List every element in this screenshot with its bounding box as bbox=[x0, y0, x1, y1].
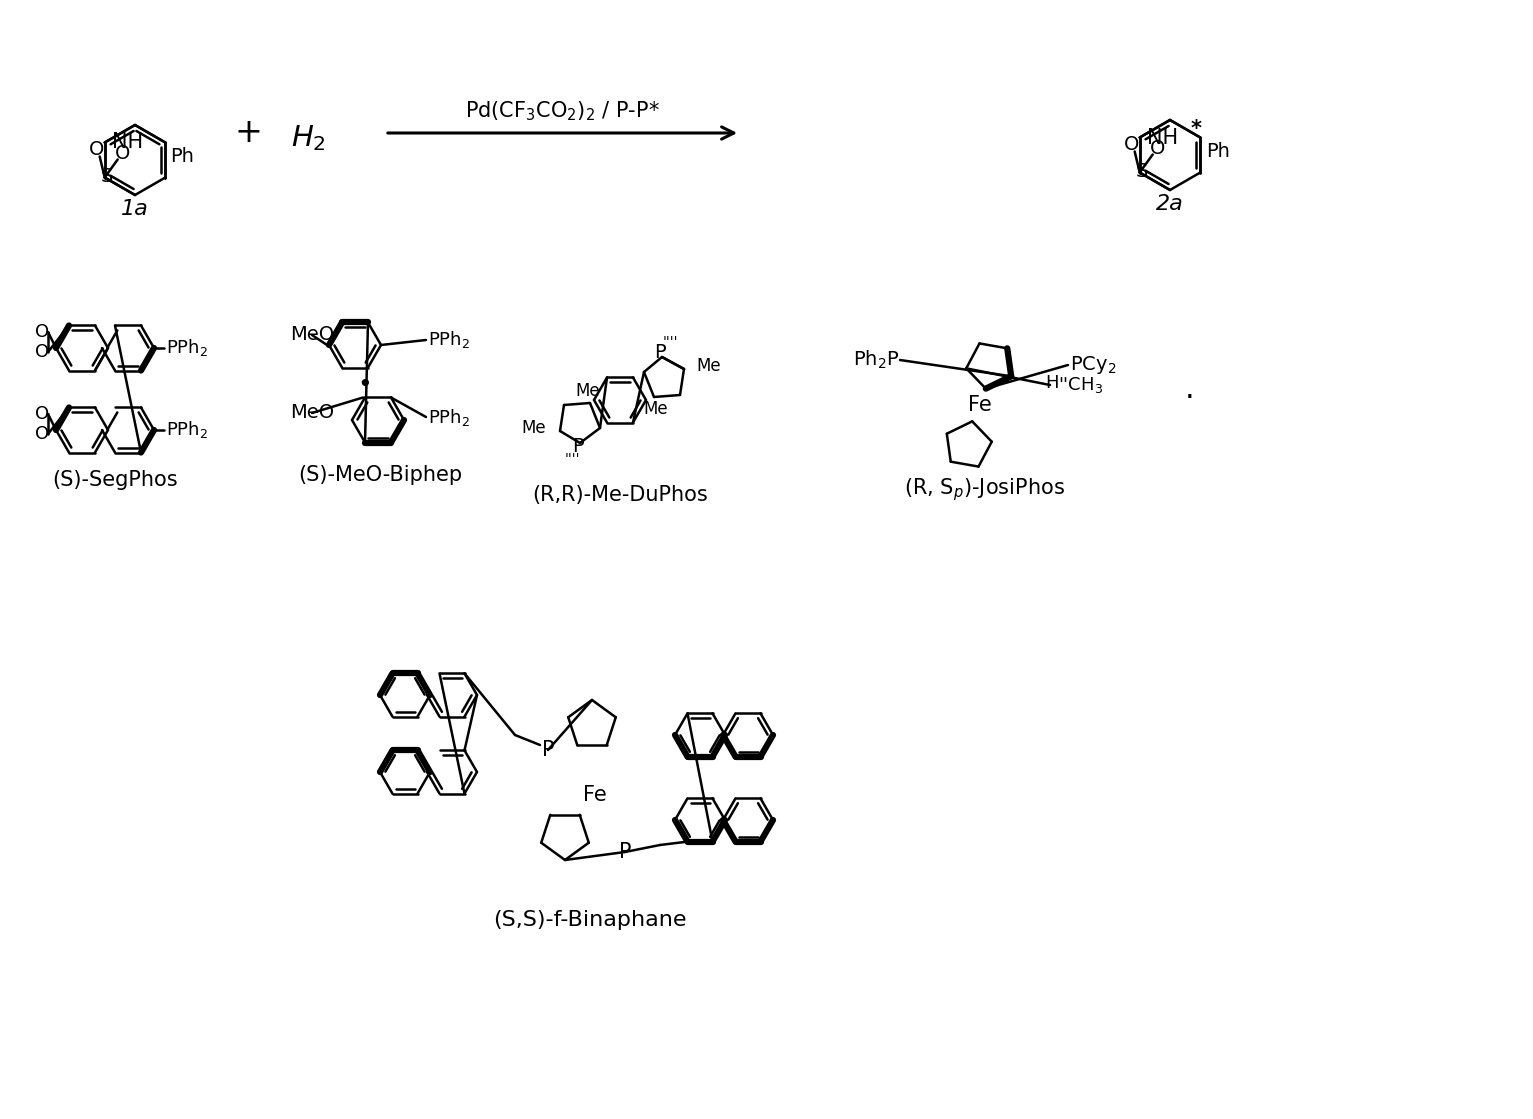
Text: (R, S$_p$)-JosiPhos: (R, S$_p$)-JosiPhos bbox=[904, 477, 1065, 504]
Text: .: . bbox=[1185, 376, 1194, 404]
Text: Ph$_2$P: Ph$_2$P bbox=[854, 349, 900, 372]
Text: O: O bbox=[35, 425, 49, 443]
Text: ''CH$_3$: ''CH$_3$ bbox=[1058, 375, 1104, 395]
Text: NH: NH bbox=[1147, 128, 1177, 148]
Text: Fe: Fe bbox=[969, 395, 992, 415]
Text: Me: Me bbox=[696, 357, 721, 375]
Text: MeO: MeO bbox=[290, 404, 334, 423]
Text: PPh$_2$: PPh$_2$ bbox=[428, 406, 471, 427]
Text: Ph: Ph bbox=[1206, 142, 1229, 161]
Text: PCy$_2$: PCy$_2$ bbox=[1070, 354, 1116, 376]
Text: H: H bbox=[1046, 374, 1058, 392]
Text: S: S bbox=[1136, 162, 1148, 181]
Text: P: P bbox=[655, 344, 665, 363]
Text: NH: NH bbox=[112, 132, 143, 152]
Text: S: S bbox=[101, 167, 113, 186]
Text: O: O bbox=[115, 144, 130, 163]
Text: PPh$_2$: PPh$_2$ bbox=[428, 329, 471, 350]
Text: O: O bbox=[89, 140, 104, 159]
Text: Me: Me bbox=[521, 419, 546, 438]
Text: $H_2$: $H_2$ bbox=[291, 123, 325, 153]
Text: Ph: Ph bbox=[170, 147, 195, 166]
Text: P: P bbox=[541, 740, 555, 760]
Text: (R,R)-Me-DuPhos: (R,R)-Me-DuPhos bbox=[532, 485, 708, 505]
Text: O: O bbox=[1150, 139, 1165, 158]
Text: (S)-MeO-Biphep: (S)-MeO-Biphep bbox=[297, 466, 461, 485]
Text: O: O bbox=[1124, 135, 1139, 154]
Text: Me: Me bbox=[576, 382, 601, 399]
Text: MeO: MeO bbox=[290, 326, 334, 345]
Text: +: + bbox=[235, 116, 262, 150]
Text: P: P bbox=[572, 438, 584, 457]
Text: 1a: 1a bbox=[121, 199, 149, 219]
Text: 2a: 2a bbox=[1156, 194, 1183, 214]
Text: (S,S)-f-Binaphane: (S,S)-f-Binaphane bbox=[494, 910, 687, 930]
Text: '''': '''' bbox=[662, 335, 678, 349]
Text: *: * bbox=[1191, 120, 1202, 140]
Text: Me: Me bbox=[644, 399, 668, 419]
Text: •: • bbox=[357, 373, 373, 397]
Text: PPh$_2$: PPh$_2$ bbox=[166, 420, 208, 441]
Text: (S)-SegPhos: (S)-SegPhos bbox=[52, 470, 178, 490]
Text: O: O bbox=[35, 344, 49, 361]
Text: Pd(CF$_3$CO$_2$)$_2$ / P-P*: Pd(CF$_3$CO$_2$)$_2$ / P-P* bbox=[464, 100, 659, 123]
Text: PPh$_2$: PPh$_2$ bbox=[166, 338, 208, 358]
Text: '''': '''' bbox=[564, 452, 579, 466]
Text: O: O bbox=[35, 405, 49, 423]
Text: Fe: Fe bbox=[583, 786, 607, 805]
Text: P: P bbox=[619, 841, 632, 862]
Text: O: O bbox=[35, 323, 49, 341]
